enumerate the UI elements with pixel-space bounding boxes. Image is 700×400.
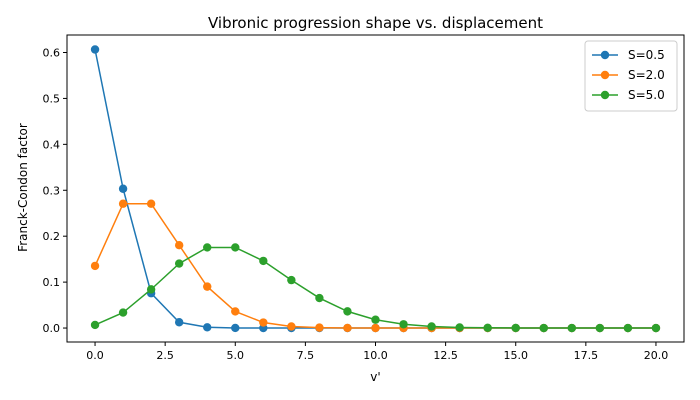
x-axis-label: v'	[370, 370, 380, 384]
y-tick-label: 0.5	[43, 92, 61, 105]
y-tick-label: 0.4	[43, 138, 61, 151]
x-tick-label: 0.0	[86, 349, 104, 362]
data-point	[259, 318, 268, 327]
data-point	[203, 243, 212, 252]
data-point	[203, 323, 212, 332]
data-point	[287, 275, 296, 285]
data-point	[146, 199, 156, 208]
data-point	[315, 323, 324, 332]
legend-marker	[600, 50, 610, 60]
y-tick-label: 0.3	[43, 184, 61, 197]
plot-frame	[66, 34, 685, 343]
chart-title: Vibronic progression shape vs. displacem…	[208, 14, 543, 32]
data-point	[174, 240, 184, 250]
x-tick-label: 2.5	[156, 349, 174, 362]
x-tick-label: 15.0	[503, 349, 528, 362]
data-point	[595, 323, 605, 333]
data-point	[567, 323, 577, 333]
plot-area	[90, 45, 661, 333]
legend-marker	[600, 70, 610, 80]
data-point	[399, 320, 408, 329]
y-axis-label: Franck-Condon factor	[16, 123, 30, 252]
y-tick-label: 0.1	[43, 276, 61, 289]
data-point	[651, 323, 661, 333]
data-point	[343, 323, 352, 333]
data-point	[455, 323, 464, 332]
data-point	[118, 199, 128, 208]
x-tick-label: 17.5	[574, 349, 599, 362]
data-point	[371, 315, 380, 324]
data-point	[146, 285, 156, 294]
data-point	[371, 323, 380, 333]
data-point	[259, 256, 268, 266]
data-point	[90, 45, 100, 54]
legend-label: S=0.5	[628, 48, 665, 62]
data-point	[483, 323, 492, 333]
data-point	[623, 323, 633, 333]
data-point	[174, 318, 184, 327]
x-tick-label: 12.5	[433, 349, 458, 362]
data-point	[90, 320, 100, 330]
legend-label: S=2.0	[628, 68, 665, 82]
data-point	[118, 184, 128, 193]
y-tick-label: 0.6	[43, 46, 61, 59]
series-3	[90, 243, 661, 333]
data-point	[343, 307, 352, 316]
x-tick-label: 5.0	[227, 349, 245, 362]
data-point	[315, 293, 324, 303]
legend-marker	[600, 90, 610, 100]
x-tick-label: 7.5	[297, 349, 315, 362]
y-tick-label: 0.0	[43, 322, 61, 335]
x-tick-label: 20.0	[644, 349, 669, 362]
legend-label: S=5.0	[628, 88, 665, 102]
data-point	[231, 307, 240, 316]
data-point	[231, 243, 240, 252]
axis-ticks: 0.0 2.5 5.0 7.5 10.0 12.5 15.0 17.5 20.0 0.0 0.1 0.…	[43, 46, 669, 362]
data-point	[539, 323, 548, 333]
data-point	[118, 308, 128, 317]
data-point	[174, 259, 184, 268]
data-point	[231, 323, 240, 333]
data-point	[203, 282, 212, 291]
y-tick-label: 0.2	[43, 230, 61, 243]
data-point	[90, 261, 100, 271]
data-point	[287, 322, 296, 331]
data-point	[511, 323, 520, 333]
x-tick-label: 10.0	[363, 349, 388, 362]
legend: S=0.5 S=2.0 S=5.0	[584, 40, 678, 112]
data-point	[427, 322, 436, 331]
